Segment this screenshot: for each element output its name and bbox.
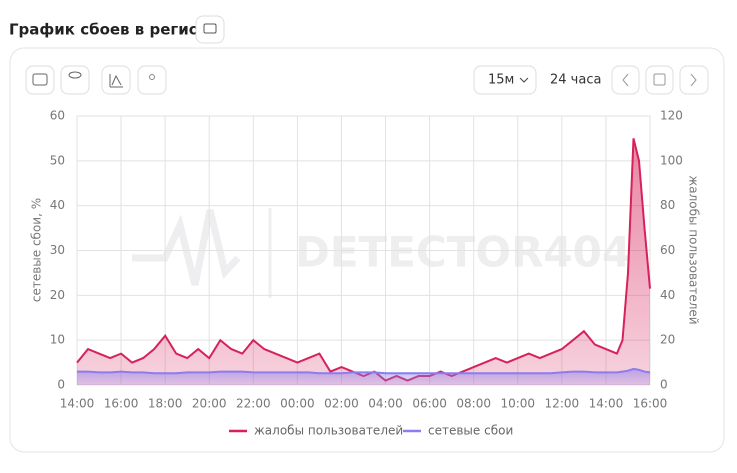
interval-text: 15м [488, 73, 514, 88]
area-fill [77, 138, 650, 385]
y-tick-label: 40 [50, 198, 65, 212]
toolbar: 15м 24 часа [25, 65, 709, 95]
x-tick-label: 22:00 [236, 397, 271, 411]
icon [109, 74, 123, 88]
watermark-text: DETECTOR404 [295, 228, 631, 277]
x-tick-label: 14:00 [60, 397, 95, 411]
legend-label: жалобы пользователей [254, 424, 403, 438]
watermark: DETECTOR404 [132, 208, 631, 298]
icon [653, 73, 666, 86]
icon [149, 74, 155, 80]
x-tick-label: 16:00 [104, 397, 139, 411]
data-button[interactable] [60, 65, 90, 95]
y2-tick-label: 0 [660, 378, 668, 392]
x-tick-label: 20:00 [192, 397, 227, 411]
interval-select[interactable] [473, 65, 537, 95]
prev-button[interactable] [611, 65, 640, 95]
x-tick-label: 04:00 [368, 397, 403, 411]
y2-tick-label: 40 [660, 288, 675, 302]
y2-tick-label: 80 [660, 198, 675, 212]
icon [622, 73, 629, 87]
y2-tick-label: 60 [660, 243, 675, 257]
y-tick-label: 20 [50, 288, 65, 302]
y2-tick-label: 20 [660, 333, 675, 347]
area-fill [77, 368, 650, 385]
y2-tick-label: 100 [660, 153, 683, 167]
icon [690, 73, 697, 87]
icon [68, 71, 82, 79]
icon [519, 77, 529, 83]
x-tick-label: 02:00 [324, 397, 359, 411]
next-button[interactable] [679, 65, 709, 95]
x-tick-label: 08:00 [456, 397, 491, 411]
y-tick-label: 50 [50, 153, 65, 167]
y-tick-label: 60 [50, 109, 65, 123]
icon [32, 73, 48, 86]
calendar-button[interactable] [645, 65, 674, 95]
chart-button[interactable] [101, 65, 131, 95]
icon [203, 23, 217, 34]
x-tick-label: 16:00 [633, 397, 668, 411]
series-line [77, 367, 651, 375]
plot: 0 10 20 30 40 50 60 0 20 40 60 80 100 120 14:00 16:00 18… [50, 109, 683, 438]
view-button[interactable] [195, 15, 225, 44]
x-tick-label: 18:00 [148, 397, 183, 411]
y2-tick-label: 120 [660, 109, 683, 123]
y-tick-label: 10 [50, 333, 65, 347]
y-axis-title: сетевые сбои, % [30, 198, 44, 302]
x-tick-label: 12:00 [545, 397, 580, 411]
range-text[interactable]: 24 часа [550, 73, 601, 88]
x-tick-label: 06:00 [412, 397, 447, 411]
x-tick-label: 10:00 [500, 397, 535, 411]
legend-label: сетевые сбои [428, 424, 513, 438]
y-tick-label: 30 [50, 243, 65, 257]
page-title: График сбоев в регионе [9, 21, 220, 39]
y2-axis-title: жалобы пользователей [687, 175, 701, 324]
camera-button[interactable] [25, 65, 55, 95]
y-tick-label: 0 [57, 378, 65, 392]
x-tick-label: 00:00 [280, 397, 315, 411]
x-tick-label: 14:00 [589, 397, 624, 411]
